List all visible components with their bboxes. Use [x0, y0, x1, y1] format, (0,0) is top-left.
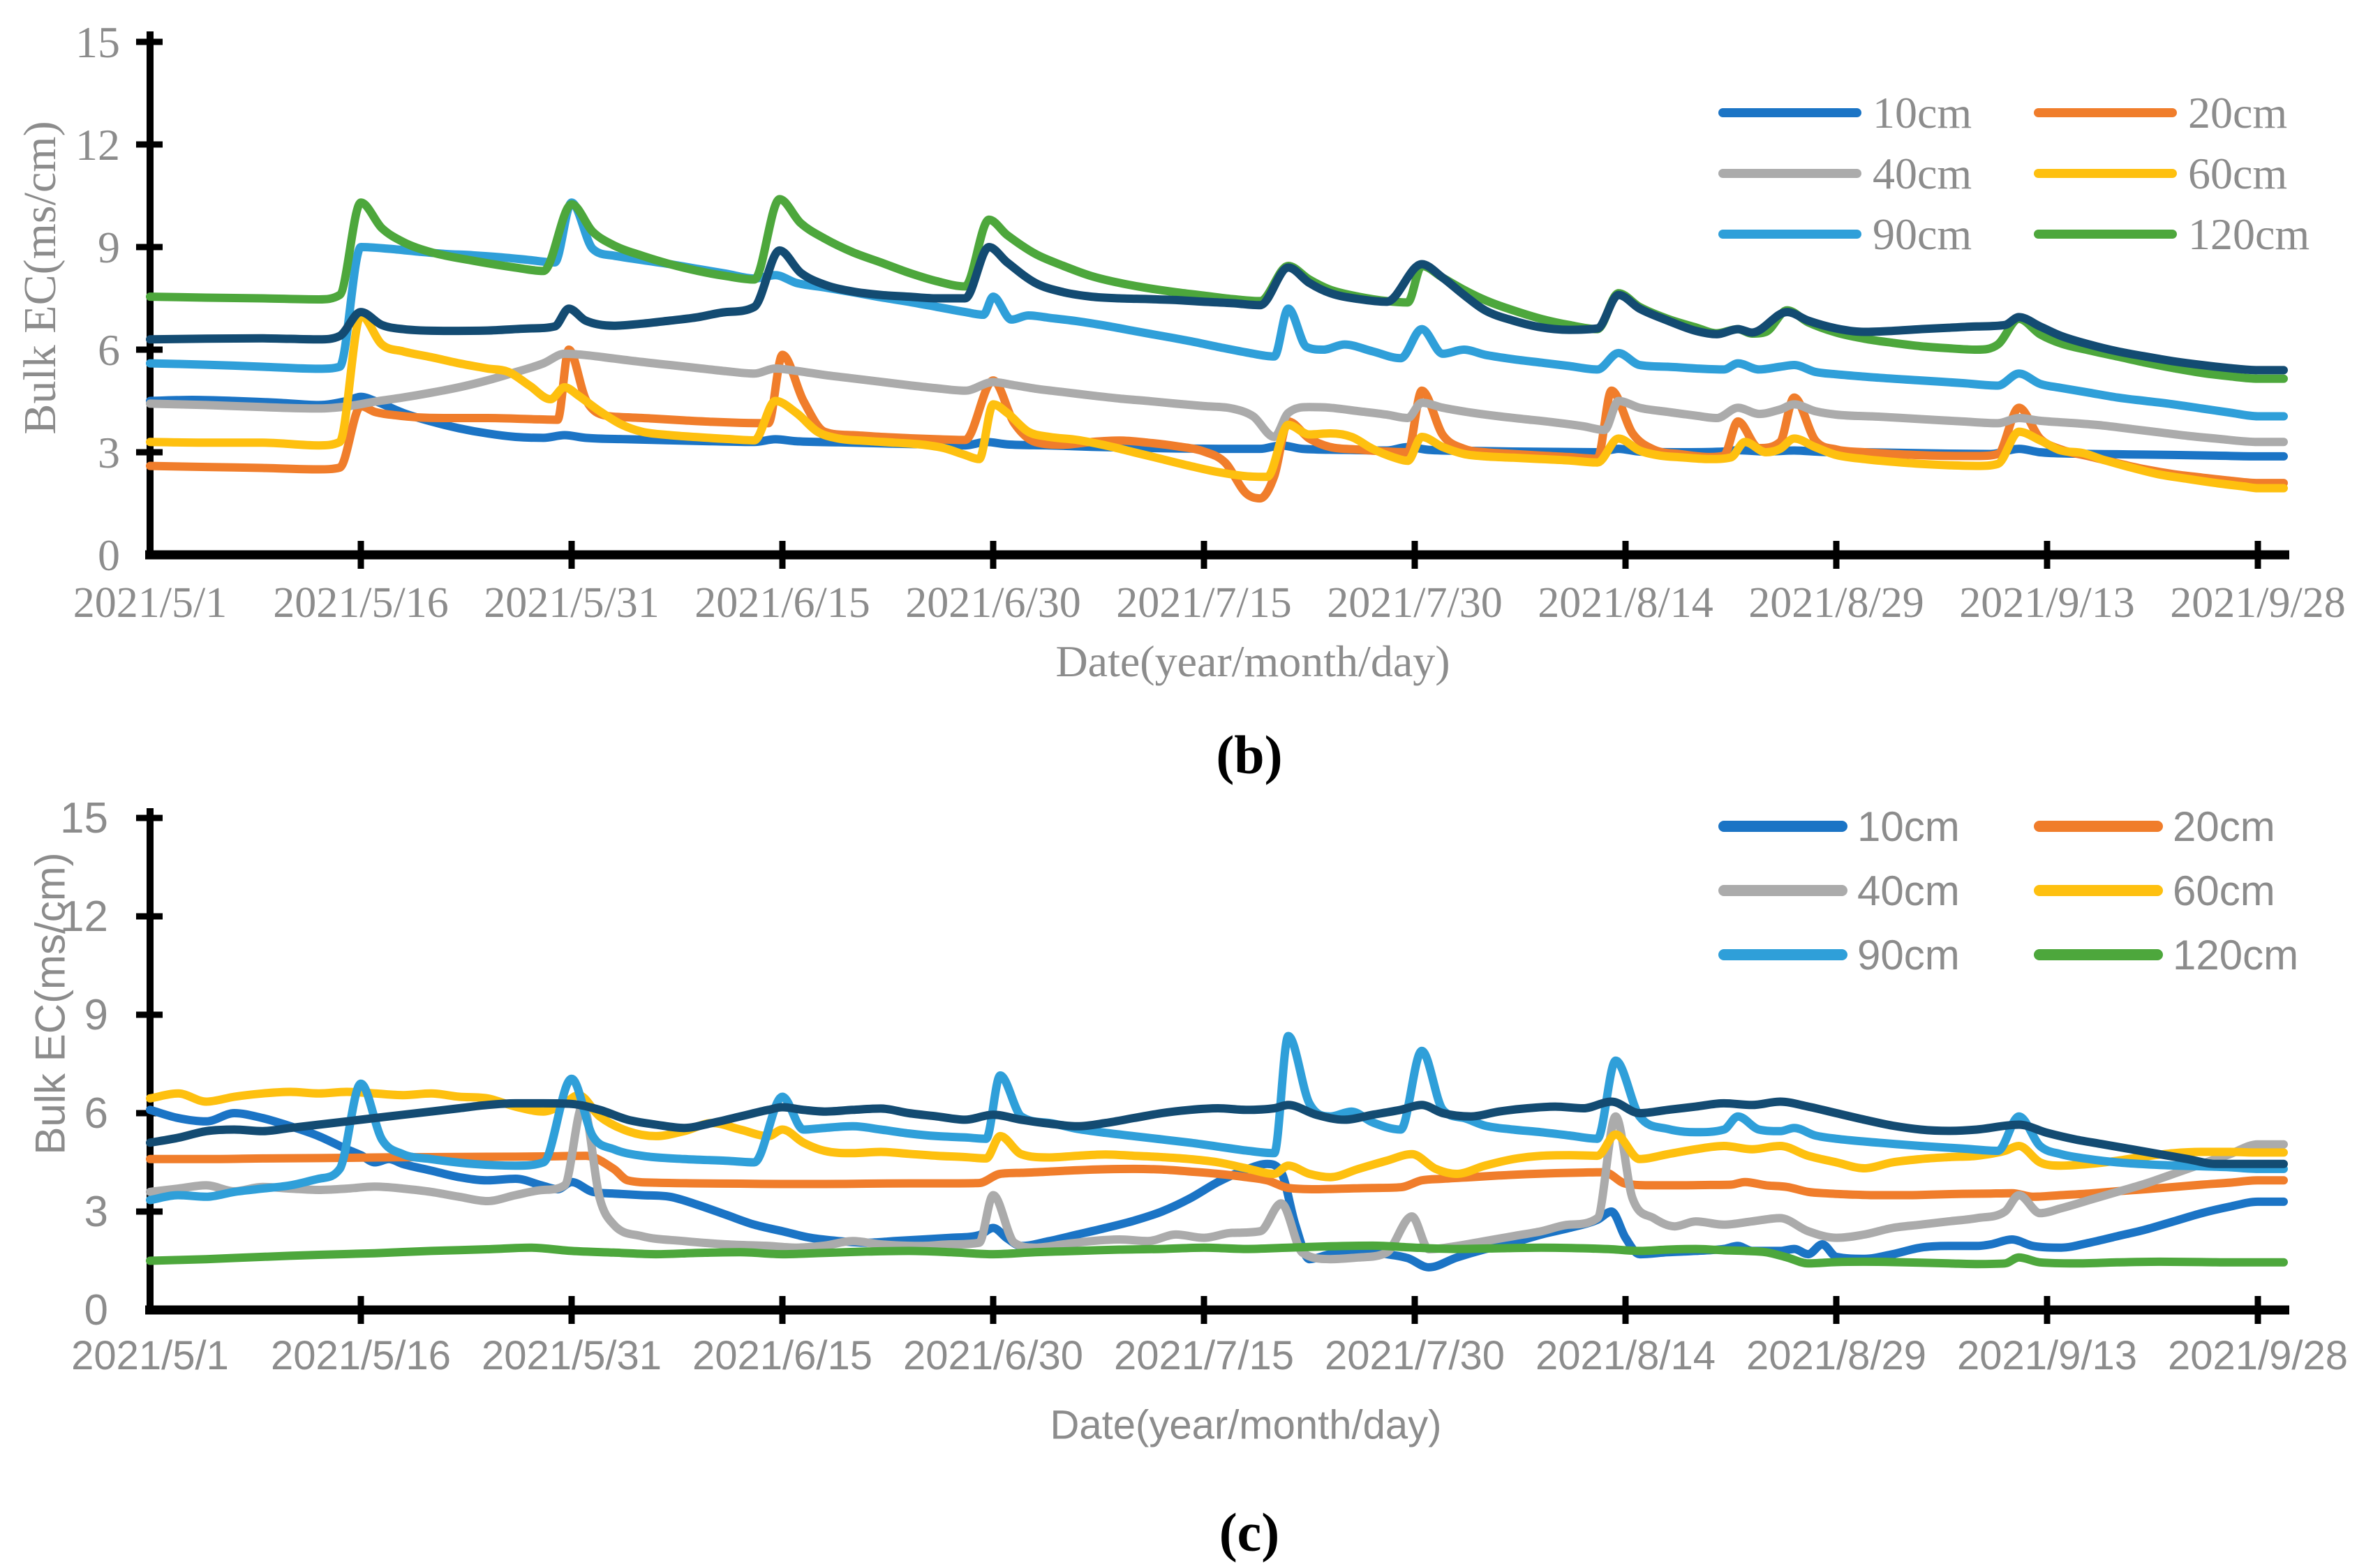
- x-tick-label-c: 2021/6/15: [692, 1333, 872, 1378]
- series-line-60cm-b: [146, 311, 2288, 493]
- legend-label-90cm-c: 90cm: [1857, 931, 1960, 978]
- series-line-120cm-c: [146, 1241, 2288, 1269]
- y-tick-label-b: 6: [98, 325, 120, 375]
- y-axis-title-c: Bulk EC(ms/cm): [27, 852, 74, 1155]
- legend-swatch-40cm-c: [1718, 885, 1847, 896]
- series-line-40cm-c: [146, 1101, 2288, 1264]
- legend-item-20cm-b: 20cm: [2034, 82, 2349, 143]
- legend-label-40cm-c: 40cm: [1857, 867, 1960, 914]
- legend-swatch-20cm-c: [2034, 821, 2163, 832]
- legend-swatch-90cm-b: [1718, 230, 1861, 239]
- series-line-40cm-b: [146, 349, 2288, 447]
- x-tick-label-b: 2021/9/28: [2170, 579, 2345, 627]
- x-tick-label-c: 2021/6/30: [903, 1333, 1083, 1378]
- series-line-60cm-c: [146, 1087, 2288, 1182]
- x-tick-label-b: 2021/5/31: [484, 579, 659, 627]
- series-line-10cm-c: [146, 1105, 2288, 1272]
- y-tick-label-b: 3: [98, 428, 120, 477]
- y-tick-label-b: 15: [75, 17, 120, 67]
- x-tick-label-b: 2021/7/30: [1327, 579, 1502, 627]
- y-tick-label-c: 6: [84, 1089, 108, 1138]
- x-tick-label-b: 2021/6/15: [694, 579, 870, 627]
- legend-item-40cm-c: 40cm: [1718, 858, 2034, 923]
- legend-swatch-120cm-c: [2034, 949, 2163, 960]
- x-tick-label-c: 2021/7/15: [1114, 1333, 1294, 1378]
- panel-label-b: (b): [1216, 724, 1283, 785]
- legend-item-10cm-c: 10cm: [1718, 794, 2034, 858]
- legend-item-90cm-b: 90cm: [1718, 204, 2034, 265]
- legend-label-20cm-b: 20cm: [2188, 87, 2288, 137]
- x-tick-label-b: 2021/5/1: [73, 579, 227, 627]
- legend-label-90cm-b: 90cm: [1873, 209, 1972, 259]
- x-tick-label-c: 2021/5/1: [71, 1333, 229, 1378]
- legend-swatch-20cm-b: [2034, 108, 2177, 117]
- series-line-20cm-c: [146, 1152, 2288, 1201]
- y-tick-label-b: 12: [75, 120, 120, 170]
- x-axis-title-c: Date(year/month/day): [1050, 1402, 1442, 1448]
- legend-item-10cm-b: 10cm: [1718, 82, 2034, 143]
- legend-label-20cm-c: 20cm: [2173, 803, 2275, 850]
- y-axis-title-b: Bulk EC(ms/cm): [15, 121, 66, 435]
- panel-label-c: (c): [1219, 1502, 1280, 1563]
- legend-swatch-90cm-c: [1718, 949, 1847, 960]
- x-tick-label-c: 2021/9/28: [2168, 1333, 2348, 1378]
- legend-swatch-120cm-b: [2034, 230, 2177, 239]
- y-tick-label-c: 12: [60, 893, 108, 941]
- legend-item-90cm-c: 90cm: [1718, 923, 2034, 987]
- legend-swatch-60cm-b: [2034, 169, 2177, 178]
- legend-label-120cm-c: 120cm: [2173, 931, 2299, 978]
- legend-label-40cm-b: 40cm: [1873, 148, 1972, 198]
- legend-swatch-10cm-b: [1718, 108, 1861, 117]
- series-line-unlabeled-dark-c: [146, 1097, 2288, 1168]
- legend-item-120cm-b: 120cm: [2034, 204, 2349, 265]
- y-tick-label-c: 9: [84, 991, 108, 1039]
- x-tick-label-c: 2021/9/13: [1957, 1333, 2137, 1378]
- x-axis-title-b: Date(year/month/day): [1055, 636, 1450, 686]
- x-tick-label-b: 2021/8/14: [1538, 579, 1713, 627]
- legend-swatch-40cm-b: [1718, 169, 1861, 178]
- legend-item-40cm-b: 40cm: [1718, 143, 2034, 204]
- legend-item-120cm-c: 120cm: [2034, 923, 2349, 987]
- x-tick-label-c: 2021/5/16: [271, 1333, 451, 1378]
- x-tick-label-b: 2021/9/13: [1959, 579, 2134, 627]
- x-tick-label-b: 2021/8/29: [1748, 579, 1924, 627]
- legend-label-10cm-b: 10cm: [1873, 87, 1972, 137]
- legend-item-60cm-c: 60cm: [2034, 858, 2349, 923]
- x-tick-label-c: 2021/5/31: [482, 1333, 662, 1378]
- series-line-20cm-b: [146, 345, 2288, 503]
- legend-c: 10cm 20cm 40cm 60cm 90cm 120cm: [1718, 794, 2349, 987]
- x-tick-label-b: 2021/5/16: [273, 579, 448, 627]
- legend-item-60cm-b: 60cm: [2034, 143, 2349, 204]
- x-tick-label-b: 2021/7/15: [1116, 579, 1291, 627]
- legend-swatch-60cm-c: [2034, 885, 2163, 896]
- y-tick-label-b: 9: [98, 223, 120, 272]
- y-tick-label-c: 0: [84, 1286, 108, 1334]
- legend-label-120cm-b: 120cm: [2188, 209, 2310, 259]
- legend-item-20cm-c: 20cm: [2034, 794, 2349, 858]
- legend-swatch-10cm-c: [1718, 821, 1847, 832]
- x-tick-label-b: 2021/6/30: [905, 579, 1080, 627]
- legend-label-60cm-b: 60cm: [2188, 148, 2288, 198]
- y-tick-label-c: 3: [84, 1188, 108, 1236]
- chart-b: 0 3 6 9 12 15 2021/5/1 2021/5/16 2021/5/31 2021/6…: [73, 17, 2346, 627]
- x-tick-label-c: 2021/8/29: [1746, 1333, 1926, 1378]
- chart-c: 0 3 6 9 12 15 2021/5/1 2021/5/16 2021/5/31 2021/6…: [60, 794, 2348, 1378]
- y-tick-label-b: 0: [98, 530, 120, 580]
- series-line-unlabeled-dark-b: [146, 243, 2288, 375]
- x-tick-label-c: 2021/8/14: [1535, 1333, 1716, 1378]
- legend-label-10cm-c: 10cm: [1857, 803, 1960, 850]
- y-tick-label-c: 15: [60, 794, 108, 842]
- legend-label-60cm-c: 60cm: [2173, 867, 2275, 914]
- x-tick-label-c: 2021/7/30: [1325, 1333, 1505, 1378]
- series-line-90cm-c: [146, 1032, 2288, 1205]
- legend-b: 10cm 20cm 40cm 60cm 90cm 120cm: [1718, 82, 2349, 265]
